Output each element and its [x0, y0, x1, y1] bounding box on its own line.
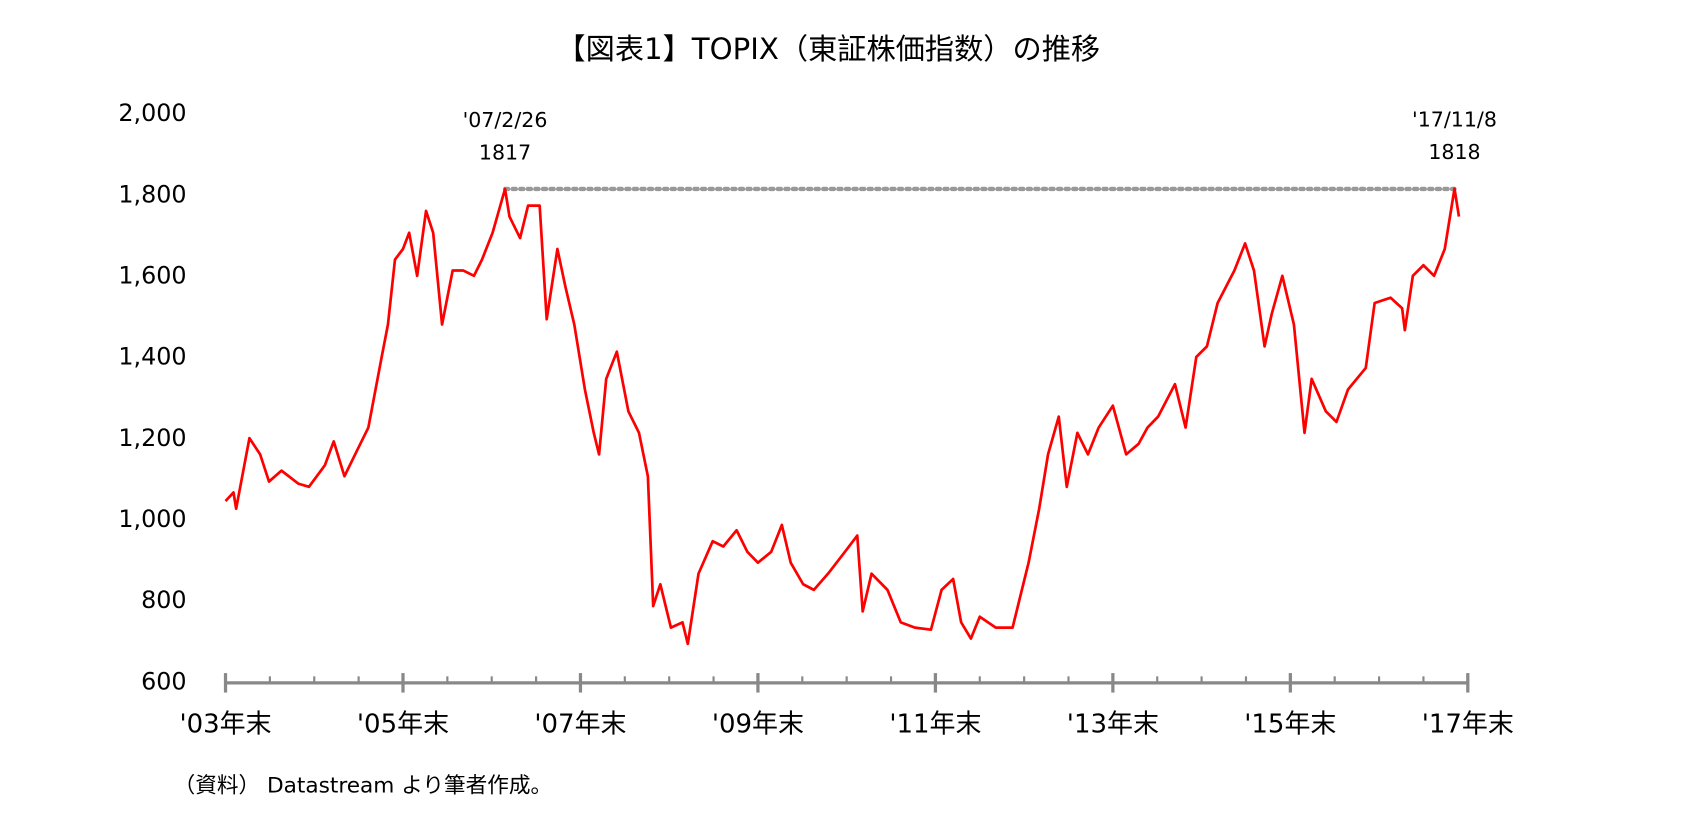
x-tick-label: '09年末 [712, 710, 804, 740]
x-tick-label: '05年末 [357, 710, 449, 740]
y-tick-label: 1,000 [118, 505, 186, 533]
source-note: （資料） Datastream より筆者作成。 [174, 774, 553, 799]
y-tick-label: 1,600 [118, 262, 186, 290]
y-tick-label: 600 [141, 667, 186, 695]
y-tick-label: 1,800 [118, 180, 186, 208]
x-tick-label: '15年末 [1244, 710, 1336, 740]
y-tick-label: 2,000 [118, 99, 186, 127]
chart-title: 【図表1】TOPIX（東証株価指数）の推移 [556, 32, 1100, 66]
annotation-date: '07/2/26 [463, 108, 548, 132]
annotation-value: 1818 [1428, 140, 1480, 164]
annotation-date: '17/11/8 [1412, 107, 1497, 131]
y-tick-label: 1,200 [118, 424, 186, 452]
x-tick-label: '07年末 [534, 710, 626, 740]
data-line [224, 187, 1461, 646]
x-tick-label: '17年末 [1422, 710, 1514, 740]
annotation-value: 1817 [479, 140, 531, 164]
x-tick-label: '13年末 [1067, 710, 1159, 740]
x-tick-label: '03年末 [179, 710, 271, 740]
x-tick-label: '11年末 [889, 710, 981, 740]
y-tick-label: 800 [141, 586, 186, 614]
y-tick-label: 1,400 [118, 343, 186, 371]
